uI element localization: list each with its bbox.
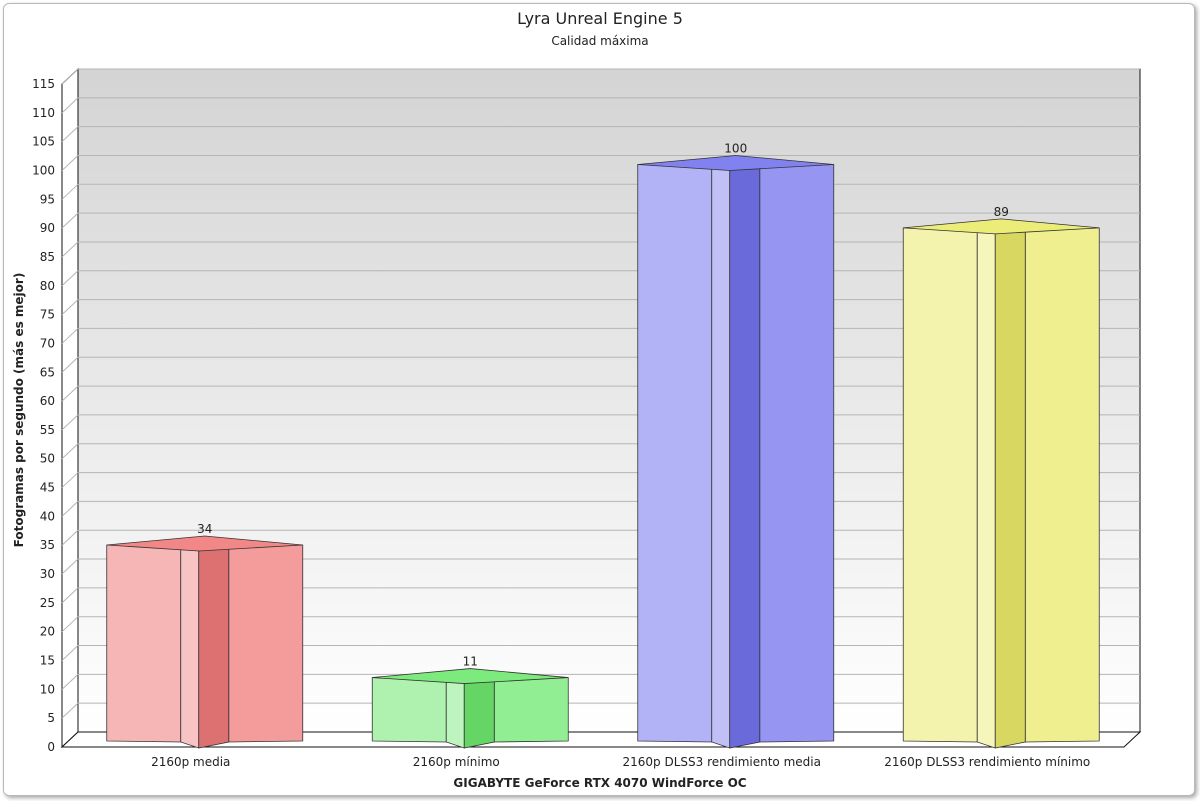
gridline-side — [61, 443, 79, 460]
y-tick-label: 30 — [40, 567, 55, 581]
gridline-side — [61, 702, 79, 719]
gridline-side — [61, 155, 79, 171]
bar — [902, 218, 1100, 749]
gridline-side — [61, 299, 79, 315]
gridline-side — [61, 270, 79, 287]
bar — [106, 535, 304, 749]
bar-face-center-left — [180, 543, 200, 749]
bar-value-label: 34 — [197, 522, 212, 536]
bar-top — [903, 218, 1100, 235]
gridline-side — [61, 645, 79, 661]
bar-face-left — [902, 226, 978, 743]
bar-face-right — [228, 543, 304, 743]
y-tick-label: 95 — [40, 192, 55, 206]
y-tick-label: 85 — [40, 250, 55, 264]
y-tick-label: 20 — [40, 625, 55, 639]
gridline-side — [61, 126, 79, 143]
bar-face-center — [729, 162, 761, 749]
bar-face-right — [1024, 226, 1100, 743]
bar-top — [372, 668, 569, 684]
bar-face-center-left — [445, 675, 465, 749]
y-tick-label: 55 — [40, 423, 55, 437]
gridline-side — [61, 356, 79, 373]
y-tick-label: 15 — [40, 654, 55, 668]
y-tick-label: 50 — [40, 452, 55, 466]
gridline-side — [61, 183, 79, 200]
bar-face-left — [371, 676, 447, 743]
y-tick-label: 60 — [40, 394, 55, 408]
bar-face-right — [759, 163, 835, 743]
bar-value-label: 11 — [463, 655, 478, 669]
y-tick-label: 35 — [40, 538, 55, 552]
chart-subtitle: Calidad máxima — [551, 34, 649, 48]
x-category-label: 2160p DLSS3 rendimiento media — [623, 755, 821, 769]
bar-face-center — [994, 226, 1026, 749]
gridline-side — [61, 414, 79, 431]
y-tick-label: 0 — [47, 740, 55, 754]
bar-top — [637, 155, 834, 171]
y-tick-label: 70 — [40, 336, 55, 350]
bar-face-center — [198, 543, 230, 749]
x-category-label: 2160p media — [151, 755, 230, 769]
y-tick-label: 105 — [32, 135, 55, 149]
bar-face-left — [637, 163, 713, 743]
y-tick-label: 100 — [32, 163, 55, 177]
x-category-label: 2160p mínimo — [413, 755, 500, 769]
y-tick-label: 110 — [32, 106, 55, 120]
bar-value-label: 100 — [724, 141, 747, 155]
y-tick-label: 65 — [40, 365, 55, 379]
y-tick-label: 40 — [40, 509, 55, 523]
gridline-side — [61, 68, 79, 85]
bar-face-center-left — [711, 162, 731, 749]
plot-floor — [60, 731, 1142, 748]
y-tick-label: 45 — [40, 481, 55, 495]
gridline-side — [61, 587, 79, 604]
gridline-side — [61, 97, 79, 114]
bar-value-label: 89 — [994, 205, 1009, 219]
y-tick-label: 75 — [40, 308, 55, 322]
gridline-side — [61, 472, 79, 488]
gridline-side — [61, 241, 79, 258]
plot-left-wall — [61, 67, 79, 749]
gridline-side — [61, 673, 79, 690]
y-tick-label: 80 — [40, 279, 55, 293]
gridline-side — [61, 212, 79, 229]
x-category-label: 2160p DLSS3 rendimiento mínimo — [884, 755, 1090, 769]
x-axis-label: GIGABYTE GeForce RTX 4070 WindForce OC — [453, 776, 747, 790]
chart-title: Lyra Unreal Engine 5 — [517, 9, 683, 28]
bar-face-center — [463, 676, 495, 749]
bar-top — [106, 535, 303, 552]
gridline-side — [61, 529, 79, 546]
y-tick-label: 10 — [40, 682, 55, 696]
bar-face-right — [493, 676, 569, 743]
bar-face-left — [106, 543, 182, 743]
y-tick-label: 5 — [47, 711, 55, 725]
bar — [637, 155, 835, 749]
y-tick-label: 90 — [40, 221, 55, 235]
gridline-side — [61, 385, 79, 402]
y-tick-label: 115 — [32, 77, 55, 91]
gridline-side — [61, 501, 79, 517]
gridline-side — [61, 328, 79, 344]
gridline-side — [61, 558, 79, 575]
gridline-side — [61, 616, 79, 633]
bar-face-center-left — [976, 226, 996, 749]
y-tick-label: 25 — [40, 596, 55, 610]
bar — [371, 668, 569, 749]
